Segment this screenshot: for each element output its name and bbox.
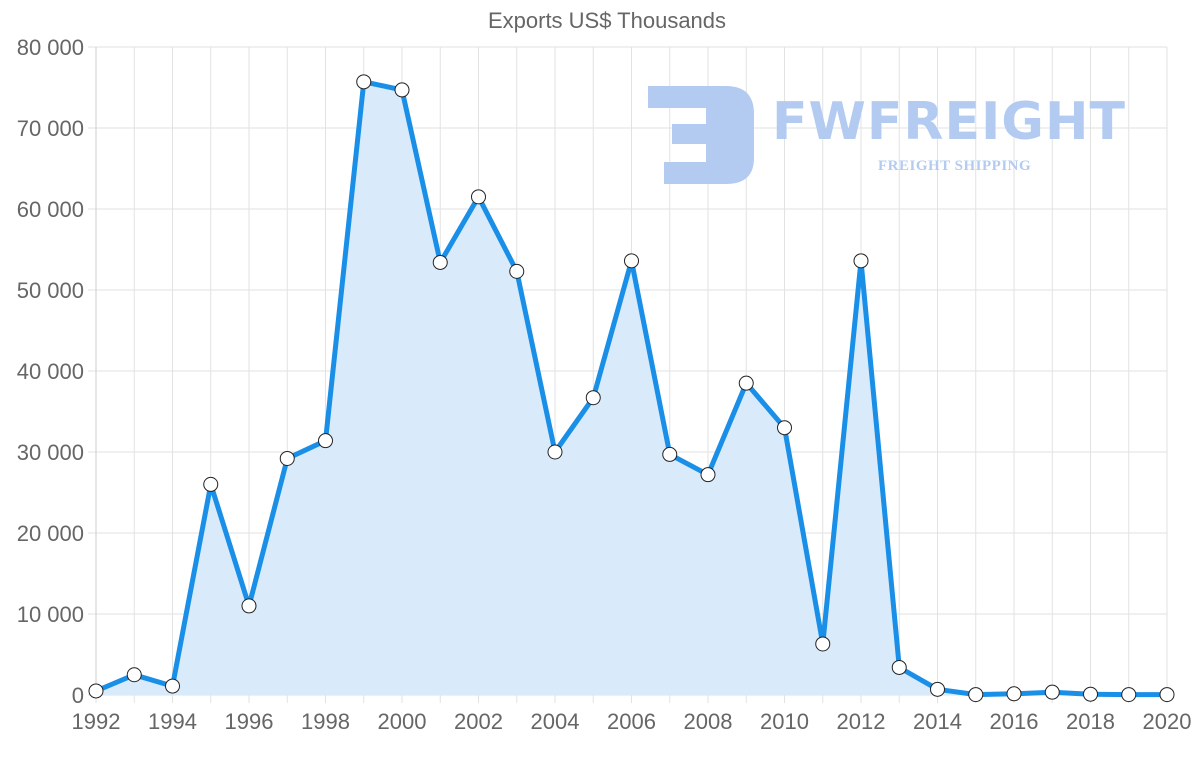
data-point-marker[interactable] <box>432 254 448 270</box>
data-point-marker[interactable] <box>1044 684 1060 700</box>
data-point-marker[interactable] <box>700 467 716 483</box>
x-tick-label: 2012 <box>837 709 886 734</box>
y-tick-label: 10 000 <box>17 602 84 627</box>
x-tick-label: 2014 <box>913 709 962 734</box>
data-point-marker[interactable] <box>394 82 410 98</box>
y-tick-label: 40 000 <box>17 359 84 384</box>
x-axis-ticks: 1992 1994 1996 1998 2000 2002 2004 2006 2008 2010… <box>72 709 1192 734</box>
data-point-marker[interactable] <box>1159 687 1175 703</box>
x-tick-label: 2018 <box>1066 709 1115 734</box>
data-point-marker[interactable] <box>471 189 486 205</box>
data-point-marker[interactable] <box>930 681 945 697</box>
data-point-marker[interactable] <box>585 390 601 406</box>
y-tick-label: 70 000 <box>17 116 84 141</box>
area-fill <box>96 81 1167 696</box>
data-point-marker[interactable] <box>853 253 869 269</box>
data-point-marker[interactable] <box>279 450 295 466</box>
data-point-marker[interactable] <box>624 253 639 269</box>
data-point-marker[interactable] <box>165 678 180 694</box>
data-points <box>88 74 1175 703</box>
chart-title: Exports US$ Thousands <box>487 8 727 33</box>
data-point-marker[interactable] <box>738 375 754 391</box>
x-tick-label: 2016 <box>990 709 1039 734</box>
data-point-marker[interactable] <box>356 74 372 90</box>
x-tick-label: 2008 <box>684 709 733 734</box>
data-point-marker[interactable] <box>509 263 525 279</box>
x-tick-label: 1996 <box>225 709 274 734</box>
x-tick-label: 2020 <box>1143 709 1192 734</box>
y-tick-label: 0 <box>72 683 84 708</box>
x-tick-label: 2004 <box>531 709 580 734</box>
data-point-marker[interactable] <box>547 444 563 460</box>
x-tick-label: 1994 <box>148 709 197 734</box>
data-point-marker[interactable] <box>891 659 907 675</box>
y-tick-label: 80 000 <box>17 35 84 60</box>
data-point-marker[interactable] <box>1083 686 1098 702</box>
y-tick-label: 20 000 <box>17 521 84 546</box>
data-point-marker[interactable] <box>1006 686 1022 702</box>
y-tick-label: 50 000 <box>17 278 84 303</box>
data-point-marker[interactable] <box>126 667 142 683</box>
data-point-marker[interactable] <box>88 683 104 699</box>
x-tick-label: 2010 <box>760 709 809 734</box>
x-tick-label: 2002 <box>454 709 503 734</box>
x-tick-label: 1998 <box>301 709 350 734</box>
y-tick-label: 30 000 <box>17 440 84 465</box>
x-tick-label: 2000 <box>378 709 427 734</box>
x-tick-label: 2006 <box>607 709 656 734</box>
data-point-marker[interactable] <box>662 446 678 462</box>
data-point-marker[interactable] <box>1121 687 1137 703</box>
data-point-marker[interactable] <box>968 687 984 703</box>
y-axis-ticks: 0 10 000 20 000 30 000 40 000 50 000 60 000 70 … <box>17 35 84 708</box>
y-tick-label: 60 000 <box>17 197 84 222</box>
data-point-marker[interactable] <box>318 433 333 449</box>
data-point-marker[interactable] <box>203 476 219 492</box>
data-point-marker[interactable] <box>815 636 831 652</box>
data-point-marker[interactable] <box>241 598 257 614</box>
data-point-marker[interactable] <box>777 420 792 436</box>
x-tick-label: 1992 <box>72 709 121 734</box>
